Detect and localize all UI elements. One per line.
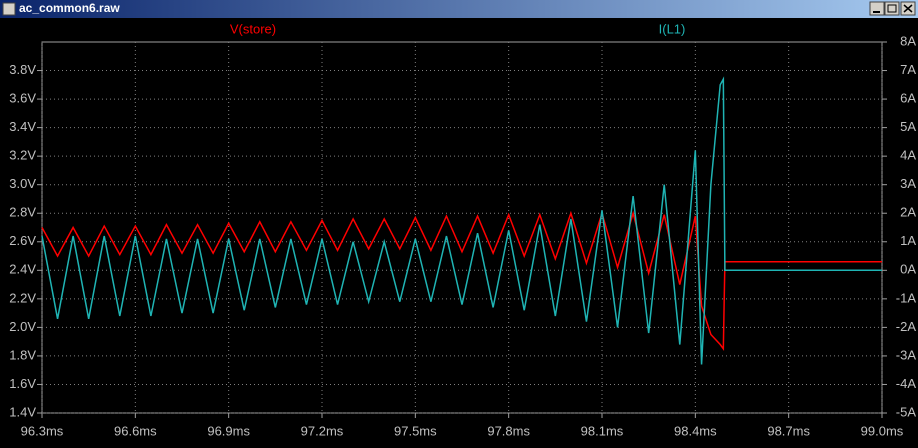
y-tick-label: 3.6V <box>9 91 36 106</box>
x-tick-label: 96.6ms <box>114 423 157 438</box>
close-glyph <box>903 4 913 13</box>
y-tick-label: 3.8V <box>9 62 36 77</box>
y-tick-label: 2.2V <box>9 290 36 305</box>
y2-tick-label: 0A <box>900 262 916 277</box>
x-tick-label: 97.5ms <box>394 423 437 438</box>
window-buttons[interactable] <box>869 1 916 16</box>
series-line <box>41 76 882 365</box>
plot: 96.3ms 96.6ms 96.9ms 97.2ms 97.5ms 97.8ms 98.1… <box>9 21 916 438</box>
restore-button[interactable] <box>884 1 900 16</box>
restore-glyph <box>887 4 897 13</box>
window-icon <box>2 2 16 16</box>
y2-tick-label: -1A <box>896 290 917 305</box>
x-tick-label: 97.2ms <box>301 423 344 438</box>
y2-tick-label: 7A <box>900 62 916 77</box>
y2-tick-label: 3A <box>900 176 916 191</box>
y-tick-label: 3.2V <box>9 148 36 163</box>
y-tick-label: 3.4V <box>9 119 36 134</box>
series-line <box>41 210 882 352</box>
y2-tick-label: 2A <box>900 205 916 220</box>
y-tick-label: 2.0V <box>9 319 36 334</box>
x-tick-label: 98.4ms <box>674 423 717 438</box>
x-tick-label: 99.0ms <box>861 423 904 438</box>
y2-tick-label: -5A <box>896 404 917 419</box>
y2-tick-label: 1A <box>900 233 916 248</box>
x-tick-label: 98.1ms <box>581 423 624 438</box>
y2-tick-label: -3A <box>896 347 917 362</box>
x-tick-label: 96.9ms <box>207 423 250 438</box>
y2-tick-label: 8A <box>900 33 916 48</box>
x-tick-label: 96.3ms <box>21 423 64 438</box>
y2-tick-label: 4A <box>900 148 916 163</box>
y2-tick-label: 6A <box>900 91 916 106</box>
y-tick-label: 1.4V <box>9 404 36 419</box>
y-tick-label: 3.0V <box>9 176 36 191</box>
y2-tick-label: -2A <box>896 319 917 334</box>
title-bar <box>0 0 918 18</box>
minimize-button[interactable] <box>869 1 885 16</box>
y-tick-label: 2.8V <box>9 205 36 220</box>
legend-label: I(L1) <box>659 21 686 36</box>
x-tick-label: 97.8ms <box>487 423 530 438</box>
window-title: ac_common6.raw <box>19 1 120 15</box>
y-tick-label: 2.6V <box>9 233 36 248</box>
x-tick-label: 98.7ms <box>767 423 810 438</box>
y2-tick-label: -4A <box>896 376 917 391</box>
y-tick-label: 1.8V <box>9 347 36 362</box>
legend-label: V(store) <box>230 21 276 36</box>
y-tick-label: 2.4V <box>9 262 36 277</box>
y2-tick-label: 5A <box>900 119 916 134</box>
y-tick-label: 1.6V <box>9 376 36 391</box>
